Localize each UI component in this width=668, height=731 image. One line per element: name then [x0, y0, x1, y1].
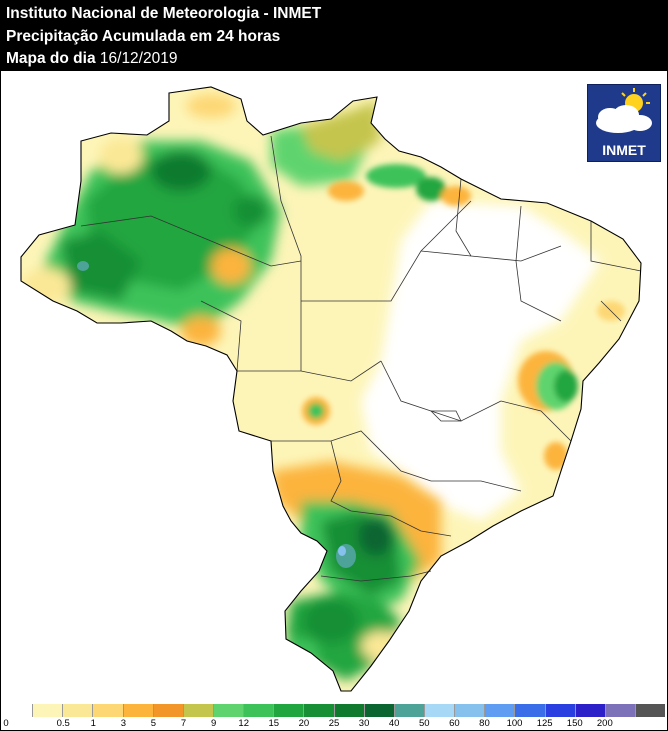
- product-title: Precipitação Acumulada em 24 horas: [6, 28, 281, 45]
- legend-label: 1: [90, 718, 96, 729]
- legend-label: 0: [3, 718, 9, 729]
- legend-label: 9: [210, 718, 217, 729]
- precipitation-field: [21, 87, 641, 691]
- legend-swatch: [122, 704, 153, 717]
- legend-color-bar: [3, 704, 666, 717]
- map-date-line: Mapa do dia 16/12/2019: [6, 50, 177, 68]
- legend-swatch: [604, 704, 635, 717]
- legend-swatch: [423, 704, 455, 717]
- legend-label: 125: [536, 718, 553, 729]
- legend-label: 12: [238, 718, 250, 729]
- legend-label: 3: [120, 718, 127, 729]
- legend-label: 200: [596, 718, 613, 729]
- map-header: Instituto Nacional de Meteorologia - INM…: [1, 1, 667, 71]
- legend-swatch: [363, 704, 394, 717]
- legend-label: 7: [180, 718, 187, 729]
- legend-label: 100: [506, 718, 523, 729]
- legend-label: 50: [418, 718, 430, 729]
- legend-labels: 0 0.5 1 3 5 7 9 12 15 20 25 30 40 50 60 80 100 125 150 200: [1, 718, 667, 730]
- legend-label: 25: [328, 718, 340, 729]
- legend-swatch: [514, 704, 545, 717]
- legend-label: 150: [566, 718, 583, 729]
- legend-swatch: [182, 704, 213, 717]
- map-date-prefix: Mapa do dia: [6, 50, 96, 67]
- legend-swatch: [333, 704, 364, 717]
- legend-swatch: [273, 704, 304, 717]
- inmet-logo: INMET: [587, 84, 661, 162]
- map-date: 16/12/2019: [99, 50, 178, 67]
- legend-label: 0.5: [56, 718, 70, 729]
- precipitation-map: [20, 86, 642, 692]
- legend-swatch: [303, 704, 334, 717]
- legend-label: 30: [358, 718, 370, 729]
- legend-label: 60: [449, 718, 460, 729]
- legend-swatch: [574, 704, 605, 717]
- cloud-sun-icon: [596, 88, 652, 133]
- legend-swatch: [243, 704, 274, 717]
- legend-swatch: [152, 704, 183, 717]
- legend-swatch: [62, 704, 93, 717]
- legend-label: 80: [479, 718, 490, 729]
- legend-swatch: [454, 704, 485, 717]
- legend-swatch: [92, 704, 123, 717]
- legend-swatch: [3, 704, 33, 717]
- legend-swatch: [544, 704, 575, 717]
- legend-label: 5: [150, 718, 157, 729]
- institute-title: Instituto Nacional de Meteorologia - INM…: [6, 5, 322, 22]
- logo-text: INMET: [602, 142, 646, 158]
- legend-swatch: [484, 704, 515, 717]
- state-borders: [80, 135, 642, 582]
- legend-swatch: [393, 704, 424, 717]
- legend-label: 15: [268, 718, 280, 729]
- legend-swatch: [634, 704, 666, 717]
- legend-swatch: [32, 704, 63, 717]
- legend-label: 40: [388, 718, 400, 729]
- legend-label: 20: [298, 718, 310, 729]
- legend-swatch: [212, 704, 244, 717]
